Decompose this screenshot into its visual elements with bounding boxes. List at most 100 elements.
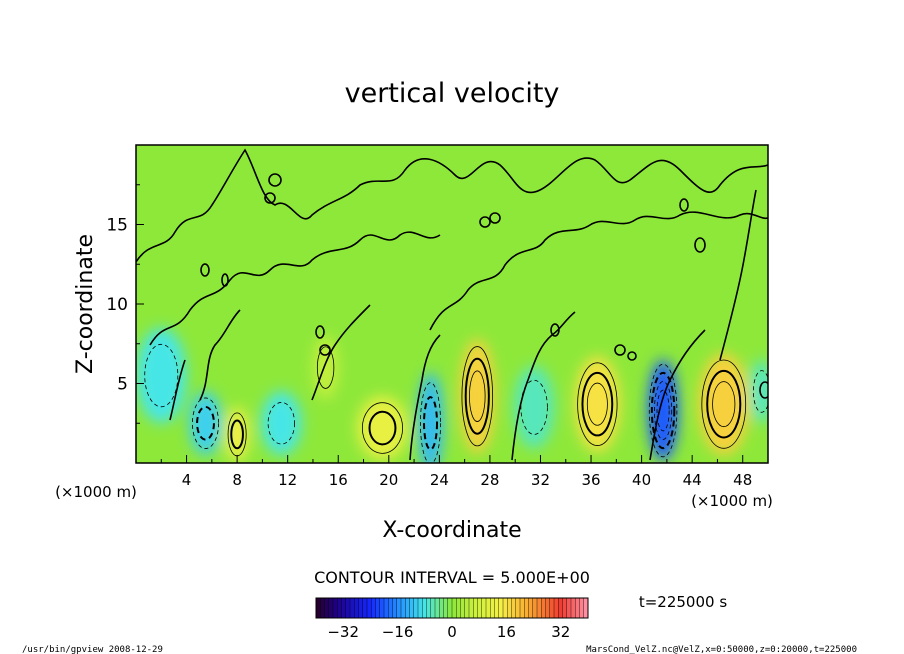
x-tick-label-12: 12	[278, 471, 297, 489]
x-tick-label-40: 40	[632, 471, 651, 489]
colorbar-bin	[345, 598, 351, 618]
x-tick-label-48: 48	[733, 471, 752, 489]
colorbar-bin	[418, 598, 423, 618]
x-tick-label-20: 20	[379, 471, 398, 489]
velocity-cell-9	[574, 356, 621, 452]
colorbar-bin	[375, 598, 381, 618]
colorbar-bin	[579, 598, 585, 618]
colorbar-bin	[422, 598, 427, 618]
colorbar-bin	[409, 598, 415, 618]
colorbar-bin	[583, 598, 589, 618]
contour-line-9-1	[581, 371, 614, 437]
colorbar-bin	[464, 598, 470, 618]
contour-line-10-3	[656, 389, 670, 432]
colorbar-bin	[452, 598, 457, 618]
contour-line-11-1	[706, 369, 742, 439]
colorbar-bin	[392, 598, 398, 618]
colorbar-tick-label-16: 16	[497, 623, 516, 641]
y-tick-label-10: 10	[106, 295, 128, 315]
colorbar-bin	[456, 598, 461, 618]
contour-line-9-2	[586, 382, 608, 426]
contour-line-7-2	[469, 370, 486, 422]
contour-line-7-1	[464, 357, 490, 435]
colorbar-bin	[324, 598, 330, 618]
colorbar-bin	[413, 598, 419, 618]
colorbar-tick-label--16: −16	[382, 623, 414, 641]
contour-line-10-2	[654, 381, 673, 440]
colorbar-bin	[473, 598, 478, 618]
velocity-cell-5	[357, 396, 408, 460]
velocity-cell-3	[261, 391, 302, 456]
y-axis: 5 10 15	[106, 184, 144, 424]
colorbar-tick-label-32: 32	[551, 623, 570, 641]
colorbar-bin	[435, 598, 440, 618]
plot-area	[135, 144, 769, 464]
colorbar-bin	[511, 598, 517, 618]
contour-line-8-0	[520, 379, 548, 435]
colorbar-bin	[469, 598, 474, 618]
contour-line-3-0	[267, 402, 296, 445]
y-tick-label-5: 5	[117, 375, 128, 395]
chart-title: vertical velocity	[345, 78, 560, 109]
velocity-cell-11	[698, 353, 750, 456]
footer-right: MarsCond_VelZ.nc@VelZ,x=0:50000,z=0:2000…	[586, 645, 857, 654]
contour-line-2-1	[230, 419, 244, 450]
x-axis-label: X-coordinate	[382, 518, 521, 543]
x-tick-label-16: 16	[329, 471, 348, 489]
velocity-cell-6	[417, 372, 444, 463]
x-tick-label-44: 44	[683, 471, 702, 489]
contour-line-10-0	[648, 363, 678, 458]
colorbar-frame	[315, 597, 589, 619]
colorbar-bin	[333, 598, 338, 618]
colorbar-tick-label-0: 0	[447, 623, 457, 641]
colorbar-bin	[354, 598, 359, 618]
footer-left: /usr/bin/gpview 2008-12-29	[22, 645, 163, 654]
colorbar-bin	[447, 598, 453, 618]
colorbar-bin	[388, 598, 393, 618]
colorbar-bin	[532, 598, 538, 618]
colorbar-bin	[520, 598, 525, 618]
colorbar-bin	[481, 598, 487, 618]
x-tick-label-28: 28	[480, 471, 499, 489]
colorbar-bin	[371, 598, 376, 618]
x-unit-left: (×1000 m)	[55, 483, 137, 501]
contour-line-1-0	[192, 397, 220, 449]
colorbar-bin	[507, 598, 512, 618]
velocity-cell-8	[513, 366, 555, 449]
colorbar-bin	[490, 598, 495, 618]
colorbar-bin	[528, 598, 534, 618]
x-unit-right: (×1000 m)	[691, 492, 773, 510]
contour-line-6-1	[423, 396, 439, 451]
colorbar-bin	[401, 598, 406, 618]
colorbar-bin	[341, 598, 347, 618]
x-tick-label-4: 4	[182, 471, 192, 489]
x-axis: 4 8 12 16 20 24 28 32 36 40 44 48	[160, 455, 752, 489]
x-tick-label-36: 36	[581, 471, 600, 489]
x-tick-label-32: 32	[531, 471, 550, 489]
colorbar-bin	[430, 598, 436, 618]
contour-line-6-0	[420, 382, 441, 463]
colorbar-bin	[541, 598, 546, 618]
colorbar-bin	[328, 598, 334, 618]
colorbar-bin	[439, 598, 444, 618]
colorbar-bin	[549, 598, 555, 618]
background-contours	[136, 148, 768, 461]
colorbar: −32 −16 0 16 32	[315, 597, 589, 641]
colorbar-bin	[562, 598, 568, 618]
velocity-cell-7	[459, 338, 495, 454]
colorbar-bin	[426, 598, 432, 618]
contour-line-5-0	[361, 402, 404, 454]
colorbar-bin	[486, 598, 491, 618]
colorbar-bin	[460, 598, 466, 618]
colorbar-bin	[358, 598, 364, 618]
colorbar-bin	[477, 598, 483, 618]
colorbar-bin	[503, 598, 508, 618]
colorbar-bin	[362, 598, 368, 618]
time-label: t=225000 s	[639, 593, 727, 611]
colorbar-bin	[537, 598, 542, 618]
colorbar-bin	[554, 598, 559, 618]
x-tick-label-24: 24	[430, 471, 449, 489]
contour-line-11-2	[712, 381, 736, 428]
colorbar-bin	[498, 598, 504, 618]
